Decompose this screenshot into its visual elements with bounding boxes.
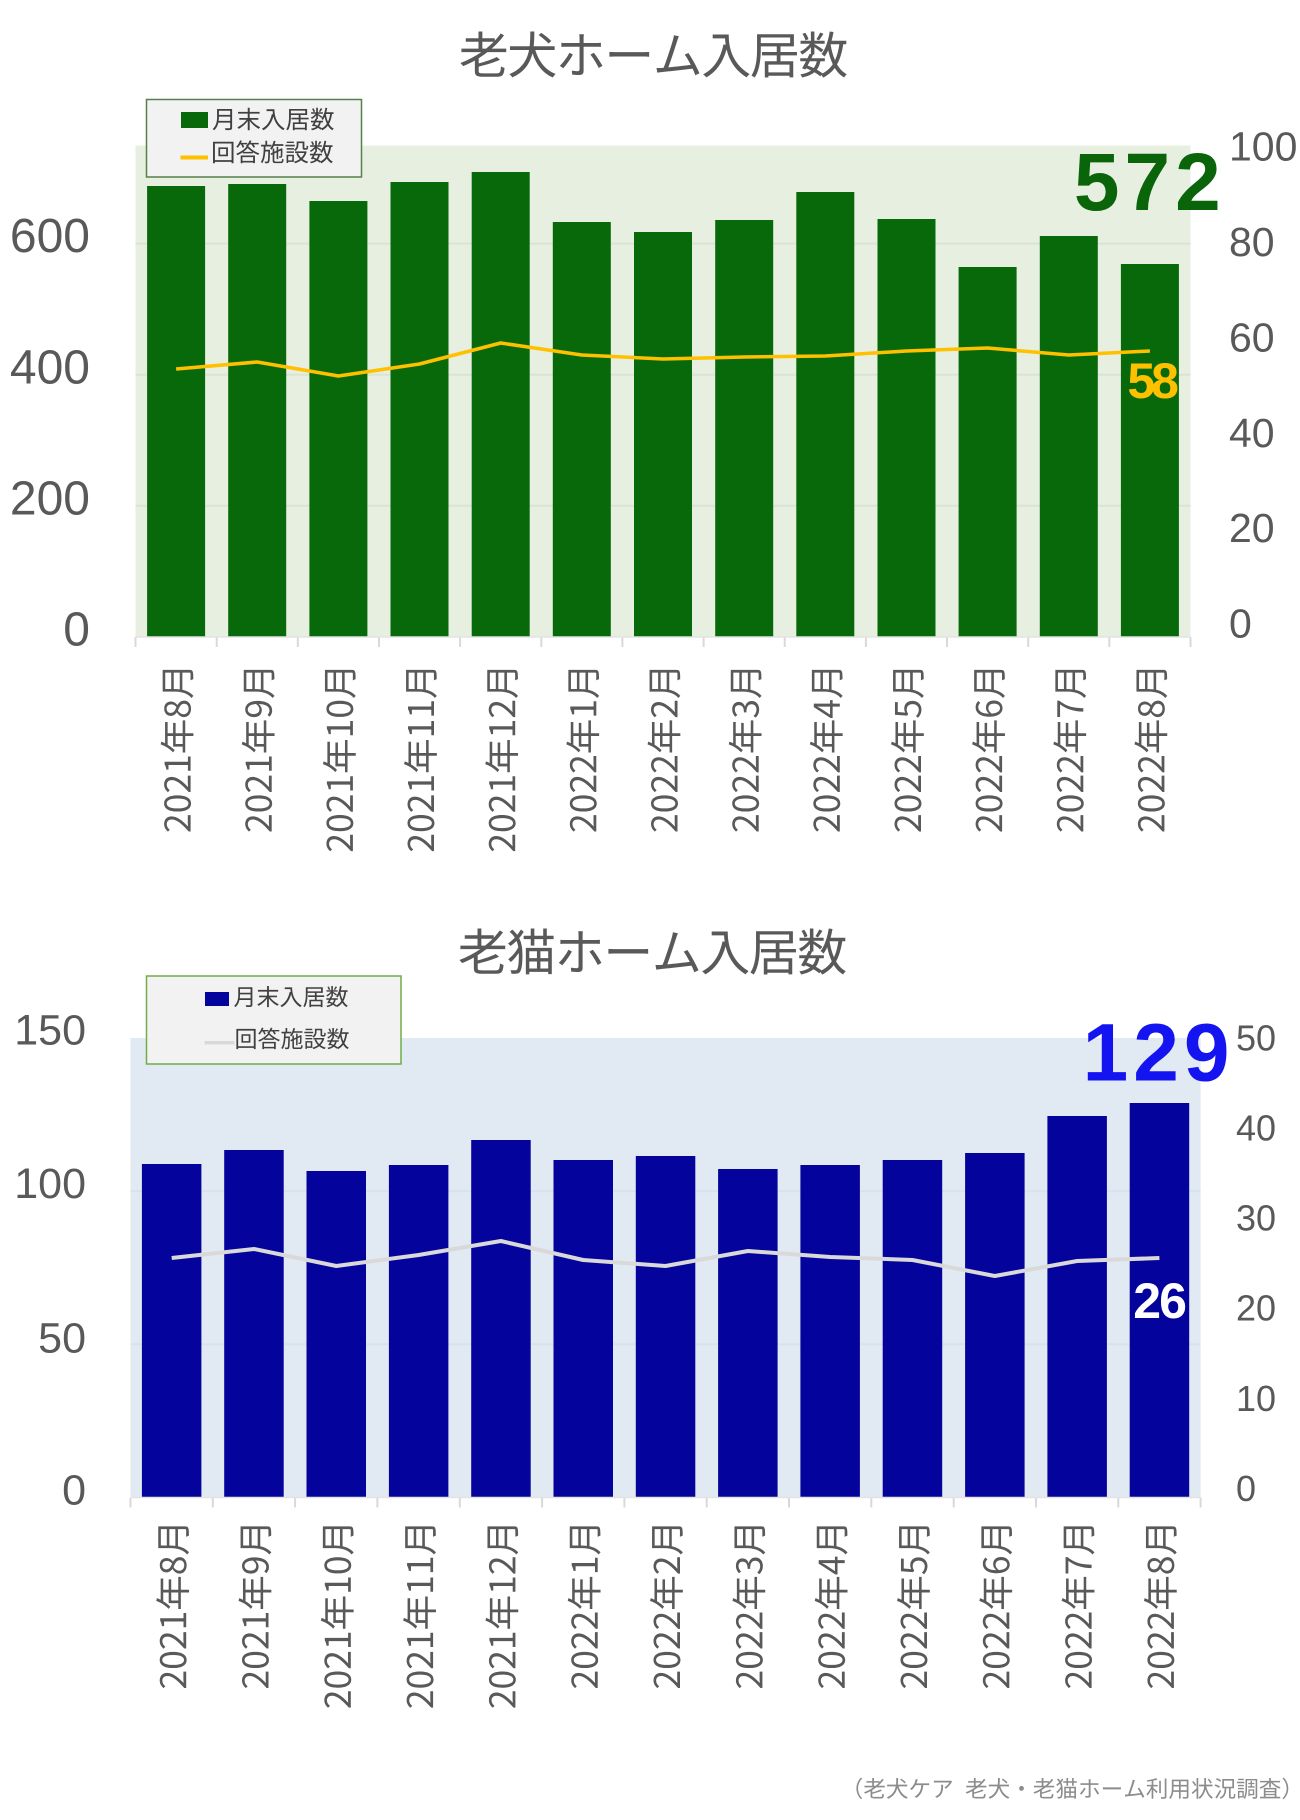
svg-text:10: 10 xyxy=(1236,1378,1276,1419)
svg-text:40: 40 xyxy=(1236,1108,1276,1149)
svg-text:150: 150 xyxy=(14,1007,86,1055)
svg-text:40: 40 xyxy=(1229,410,1275,456)
svg-text:50: 50 xyxy=(1236,1017,1276,1058)
svg-text:0: 0 xyxy=(62,1466,86,1514)
svg-text:50: 50 xyxy=(38,1314,86,1362)
svg-text:20: 20 xyxy=(1229,505,1275,551)
svg-text:0: 0 xyxy=(63,604,90,657)
svg-text:100: 100 xyxy=(14,1160,86,1208)
svg-text:80: 80 xyxy=(1229,219,1275,265)
svg-text:60: 60 xyxy=(1229,314,1275,360)
svg-text:30: 30 xyxy=(1236,1198,1276,1239)
svg-text:200: 200 xyxy=(10,472,90,525)
svg-text:26: 26 xyxy=(1133,1273,1185,1329)
svg-text:400: 400 xyxy=(10,341,90,394)
svg-text:58: 58 xyxy=(1127,353,1178,409)
svg-text:0: 0 xyxy=(1229,601,1252,647)
svg-text:600: 600 xyxy=(10,210,90,263)
svg-text:100: 100 xyxy=(1229,124,1297,170)
svg-text:0: 0 xyxy=(1236,1468,1256,1509)
svg-text:129: 129 xyxy=(1083,1007,1235,1098)
svg-text:572: 572 xyxy=(1074,137,1226,228)
svg-text:20: 20 xyxy=(1236,1288,1276,1329)
